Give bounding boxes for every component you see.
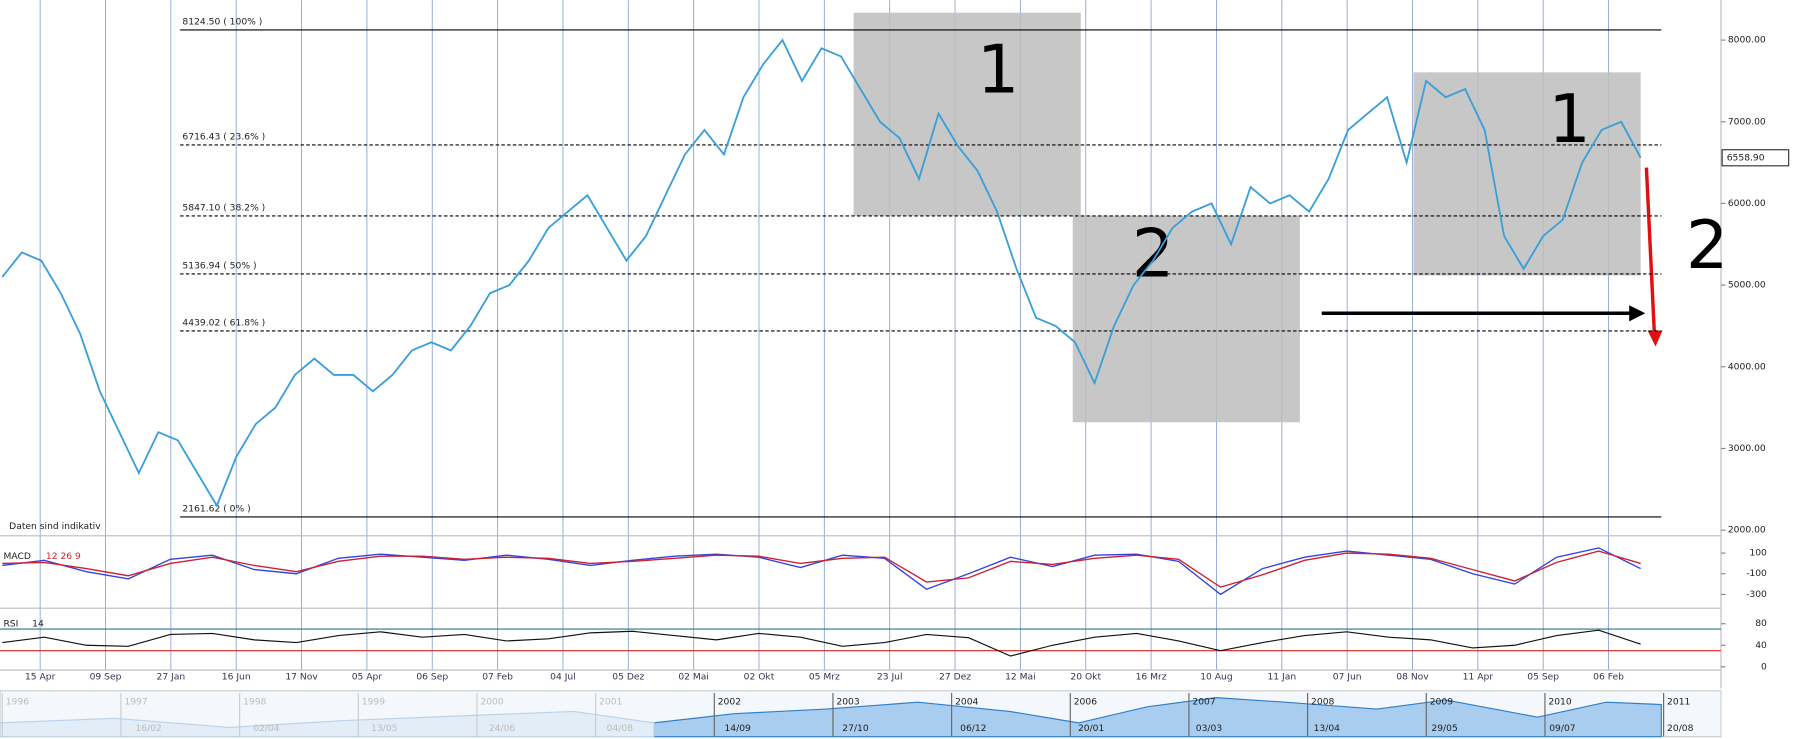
line: [2, 550, 1641, 588]
navigator-area-muted: [0, 710, 655, 738]
x-tick-label: 27 Jan: [157, 671, 186, 682]
nav-year: 2004: [955, 697, 978, 708]
last-price-label: 6558.90: [1727, 152, 1765, 163]
box: [1072, 215, 1300, 423]
y-tick-label: 6000.00: [1728, 198, 1766, 209]
x-tick-label: 05 Sep: [1527, 671, 1559, 682]
nav-date: 20/01: [1078, 723, 1104, 734]
nav-date: 09/07: [1549, 723, 1576, 734]
rsi-params: 14: [32, 619, 44, 630]
arrow-line: [1644, 167, 1657, 336]
y-tick-label: -100: [1746, 568, 1767, 579]
macd-params: 12 26 9: [46, 551, 81, 562]
x-tick-label: 04 Jul: [550, 671, 576, 682]
fib-label: 4439.02 ( 61.8% ): [182, 317, 265, 328]
arrows: [1321, 167, 1663, 347]
line: [2, 629, 1641, 657]
x-tick-label: 11 Apr: [1463, 671, 1494, 682]
y-tick-label: 80: [1755, 618, 1767, 629]
x-tick-label: 10 Aug: [1200, 671, 1232, 682]
y-tick-label: 2000.00: [1728, 525, 1766, 536]
nav-date: 13/04: [1314, 723, 1341, 734]
nav-year: 2009: [1430, 697, 1453, 708]
annotation: 1: [1548, 80, 1590, 158]
y-tick-label: 8000.00: [1728, 35, 1766, 46]
nav-year: 2000: [480, 697, 503, 708]
y-tick-label: 3000.00: [1728, 443, 1766, 454]
nav-date: 16/02: [135, 723, 161, 734]
nav-year: 2006: [1074, 697, 1097, 708]
nav-date: 04/08: [607, 723, 634, 734]
y-tick-label: -300: [1746, 589, 1767, 600]
last-price-box: [1721, 149, 1790, 167]
x-tick-label: 08 Nov: [1396, 671, 1429, 682]
nav-date: 14/09: [724, 723, 751, 734]
x-tick-label: 05 Mrz: [809, 671, 840, 682]
line: [1, 38, 1642, 508]
nav-year: 1996: [6, 697, 29, 708]
x-tick-label: 05 Dez: [612, 671, 644, 682]
x-tick-label: 09 Sep: [90, 671, 122, 682]
fib-label: 5847.10 ( 38.2% ): [182, 202, 265, 213]
box: [853, 12, 1081, 216]
y-tick-label: 4000.00: [1728, 361, 1766, 372]
x-tick-label: 02 Mai: [678, 671, 709, 682]
nav-year: 2007: [1192, 697, 1215, 708]
x-tick-label: 11 Jan: [1267, 671, 1296, 682]
x-tick-label: 06 Sep: [416, 671, 448, 682]
annotation: 2: [1686, 206, 1728, 284]
x-tick-label: 07 Feb: [482, 671, 513, 682]
arrow-head: [1629, 305, 1646, 322]
nav-date: 03/03: [1196, 723, 1223, 734]
x-tick-label: 06 Feb: [1593, 671, 1624, 682]
fib-label: 2161.62 ( 0% ): [182, 503, 250, 514]
highlight-boxes: [853, 12, 1641, 423]
x-tick-label: 20 Okt: [1070, 671, 1101, 682]
fib-label: 6716.43 ( 23.6% ): [182, 131, 265, 142]
fib-label: 8124.50 ( 100% ): [182, 16, 262, 27]
x-tick-label: 07 Jun: [1333, 671, 1362, 682]
box: [1413, 72, 1641, 276]
y-tick-label: 7000.00: [1728, 116, 1766, 127]
x-tick-label: 02 Okt: [744, 671, 775, 682]
nav-year: 2008: [1311, 697, 1334, 708]
x-tick-label: 05 Apr: [352, 671, 383, 682]
navigator-area: [653, 697, 1662, 738]
nav-date: 06/12: [960, 723, 986, 734]
x-tick-label: 12 Mai: [1005, 671, 1036, 682]
x-tick-label: 17 Nov: [285, 671, 318, 682]
x-tick-label: 23 Jul: [877, 671, 903, 682]
y-tick-label: 40: [1755, 640, 1767, 651]
x-tick-label: 15 Apr: [25, 671, 56, 682]
nav-date: 20/08: [1667, 723, 1694, 734]
nav-year: 1999: [362, 697, 385, 708]
arrow-head: [1647, 330, 1663, 347]
nav-date: 29/05: [1431, 723, 1458, 734]
nav-year: 1997: [124, 697, 147, 708]
annotation: 1: [977, 31, 1019, 109]
nav-year: 2010: [1548, 697, 1571, 708]
nav-year: 2002: [718, 697, 741, 708]
note: Daten sind indikativ: [9, 521, 101, 532]
y-tick-label: 0: [1761, 661, 1767, 672]
nav-year: 2011: [1667, 697, 1690, 708]
macd-title: MACD: [3, 551, 30, 562]
y-tick-label: 100: [1749, 548, 1767, 559]
y-tick-label: 5000.00: [1728, 280, 1766, 291]
nav-year: 2003: [836, 697, 859, 708]
nav-date: 02/04: [253, 723, 280, 734]
nav-date: 13/05: [371, 723, 398, 734]
x-tick-label: 16 Jun: [222, 671, 251, 682]
fib-label: 5136.94 ( 50% ): [182, 260, 256, 271]
x-tick-label: 27 Dez: [939, 671, 971, 682]
nav-date: 24/06: [489, 723, 516, 734]
rsi-title: RSI: [3, 619, 18, 630]
x-tick-label: 16 Mrz: [1136, 671, 1167, 682]
nav-year: 2001: [599, 697, 622, 708]
nav-year: 1998: [243, 697, 266, 708]
nav-date: 27/10: [842, 723, 869, 734]
